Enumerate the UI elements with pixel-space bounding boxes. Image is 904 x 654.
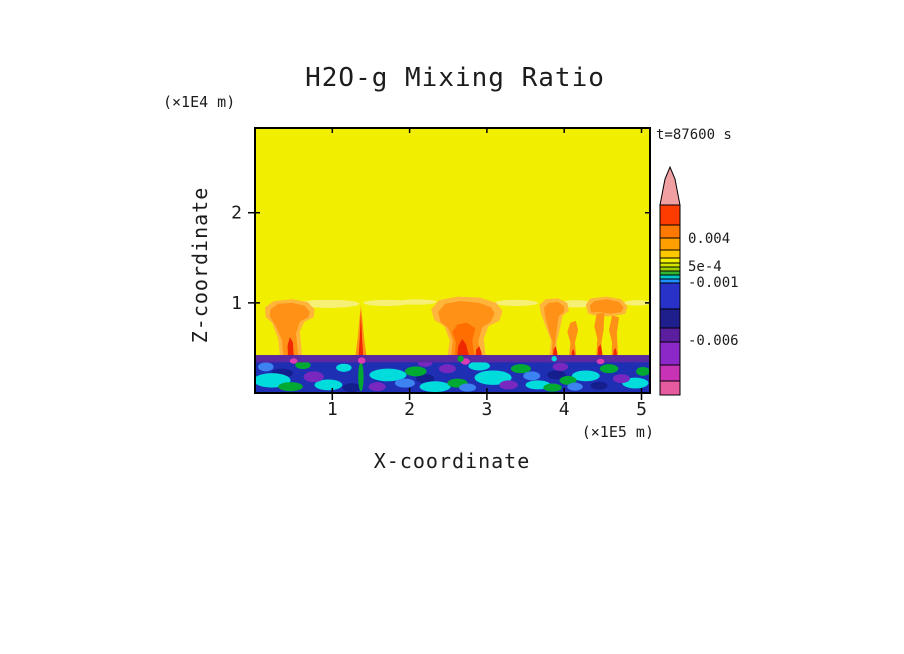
band-dot bbox=[596, 358, 605, 365]
band-blob bbox=[303, 371, 324, 383]
band-blob bbox=[358, 362, 364, 392]
heatmap-field bbox=[255, 128, 650, 393]
band-blob bbox=[336, 363, 352, 372]
plot-frame bbox=[254, 127, 651, 394]
colorbar-segment bbox=[659, 308, 681, 329]
band-blob bbox=[394, 378, 416, 388]
colorbar: 0.004 5e-4-0.001 -0.006 bbox=[659, 165, 739, 396]
pale-streak bbox=[623, 300, 650, 306]
x-tick-label: 5 bbox=[636, 399, 647, 420]
band-blob bbox=[543, 383, 562, 392]
band-blob bbox=[369, 368, 407, 382]
band-blob bbox=[278, 382, 303, 392]
band-blob bbox=[590, 381, 608, 390]
x-tick-label: 1 bbox=[327, 399, 338, 420]
band-blob bbox=[552, 362, 569, 371]
band-blob bbox=[523, 371, 541, 381]
colorbar-segment bbox=[659, 274, 681, 280]
band-blob bbox=[295, 361, 311, 370]
band-blob bbox=[571, 370, 600, 382]
colorbar-segment bbox=[659, 327, 681, 343]
y-axis-label: Z-coordinate bbox=[188, 187, 212, 344]
band-blob bbox=[468, 361, 490, 371]
plume-d-cap-inner bbox=[589, 299, 624, 314]
y-tick-label: 2 bbox=[231, 203, 242, 224]
band-blob bbox=[567, 382, 583, 391]
band-top-strip bbox=[255, 355, 650, 363]
colorbar-segment bbox=[659, 270, 681, 276]
x-tick-label: 4 bbox=[559, 399, 570, 420]
colorbar-segment bbox=[659, 237, 681, 251]
band-blob bbox=[599, 364, 619, 374]
pale-streak bbox=[398, 299, 437, 305]
colorbar-label: -0.006 bbox=[688, 333, 739, 349]
band-blob bbox=[258, 362, 274, 372]
band-blob bbox=[459, 383, 477, 392]
band-blob bbox=[314, 379, 343, 391]
band-blob bbox=[474, 370, 512, 385]
colorbar-segment bbox=[659, 204, 681, 226]
band-blob bbox=[404, 366, 427, 377]
pale-streak bbox=[494, 299, 538, 307]
band-blob bbox=[547, 370, 566, 380]
plume-c2-column bbox=[567, 320, 579, 361]
axes: 1 2 3 4 5 1 2 bbox=[231, 128, 650, 420]
band-blob bbox=[559, 375, 577, 385]
band-blob bbox=[510, 364, 531, 374]
x-tick-label: 3 bbox=[481, 399, 492, 420]
pale-streak bbox=[297, 299, 360, 308]
y-tick-label: 1 bbox=[231, 293, 242, 314]
pale-streak bbox=[363, 299, 410, 307]
band-blob bbox=[419, 381, 451, 393]
colorbar-segment bbox=[659, 249, 681, 259]
band-blob bbox=[499, 380, 518, 390]
colorbar-segment bbox=[659, 364, 681, 382]
colorbar-arrow-tip bbox=[659, 165, 681, 206]
plume-d-stem1 bbox=[594, 312, 605, 361]
colorbar-segment bbox=[659, 224, 681, 239]
colorbar-segment bbox=[659, 257, 681, 264]
band-dot bbox=[289, 358, 298, 364]
colorbar-segment bbox=[659, 262, 681, 268]
band-blob bbox=[612, 374, 630, 384]
plume-a-body bbox=[269, 302, 310, 361]
colorbar-label: -0.001 bbox=[688, 275, 739, 291]
colorbar-segment bbox=[659, 266, 681, 272]
plume-spike-core bbox=[358, 311, 364, 361]
band-blob bbox=[415, 374, 435, 384]
x-axis-label: X-coordinate bbox=[374, 449, 531, 473]
colorbar-segment bbox=[659, 341, 681, 366]
colorbar-segment bbox=[659, 380, 681, 396]
band-blob bbox=[636, 366, 650, 376]
band-dot bbox=[551, 356, 557, 362]
y-axis-unit: (×1E4 m) bbox=[163, 93, 235, 111]
x-tick-label: 2 bbox=[404, 399, 415, 420]
colorbar-segment bbox=[659, 282, 681, 310]
time-annotation: t=87600 s bbox=[656, 127, 732, 143]
band-blob bbox=[438, 364, 456, 374]
band-blob bbox=[342, 383, 361, 393]
colorbar-segment bbox=[659, 278, 681, 284]
colorbar-label: 5e-4 bbox=[688, 259, 722, 275]
plume-a-core bbox=[287, 337, 295, 361]
band-blob bbox=[368, 382, 386, 392]
colorbar-label: 0.004 bbox=[688, 231, 730, 247]
chart-title: H2O-g Mixing Ratio bbox=[305, 63, 605, 93]
plume-c-body bbox=[544, 302, 565, 361]
plume-d-stem2 bbox=[609, 315, 620, 361]
band-dot bbox=[357, 357, 366, 364]
x-axis-unit: (×1E5 m) bbox=[582, 423, 654, 441]
band-dot bbox=[457, 355, 464, 362]
